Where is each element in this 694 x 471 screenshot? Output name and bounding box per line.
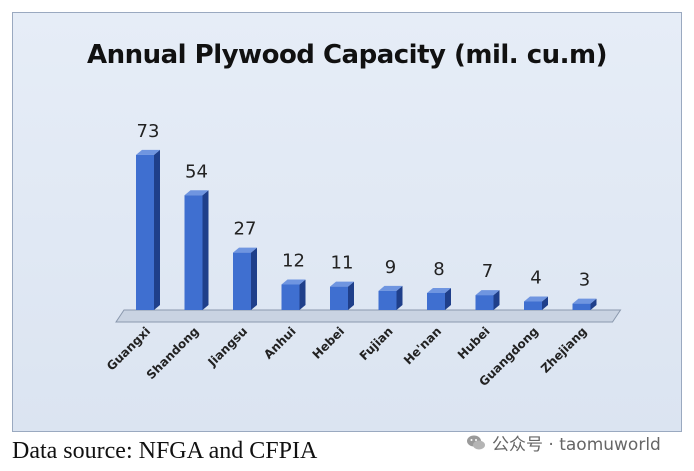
bar-top [281,279,306,285]
bar-side [445,288,451,310]
data-label: 73 [137,121,160,142]
bar-top [184,190,209,196]
bar [233,252,251,310]
bar-top [524,296,548,302]
watermark-text: 公众号 · taomuworld [492,435,661,455]
watermark: 公众号 · taomuworld [466,430,661,455]
data-label: 9 [385,257,396,278]
bar-top [233,247,257,253]
data-label: 27 [234,219,257,240]
data-label: 3 [579,270,590,291]
data-label: 8 [433,259,444,280]
bar [524,301,542,310]
bar-top [378,285,403,291]
bar-top [475,290,500,296]
bar [136,154,154,310]
bar [427,293,445,310]
bar-side [251,247,257,310]
chart-title: Annual Plywood Capacity (mil. cu.m) [86,40,608,70]
bar-side [590,298,597,310]
chart-floor [115,309,622,323]
bar [378,290,397,310]
x-tick-label: Hebei [310,324,347,361]
bar [475,295,494,310]
wechat-icon [466,433,486,453]
x-tick-label: Anhui [261,324,298,361]
bar-side [202,190,209,310]
data-label: 54 [185,161,208,182]
bar-side [154,149,160,310]
x-tick-label: Jiangsu [205,324,251,370]
source-note: Data source: NFGA and CFPIA [12,438,318,464]
bar [184,195,203,310]
bar [330,286,348,310]
x-tick-label: Guangxi [104,324,153,373]
bar-top [136,149,160,155]
data-label: 11 [331,253,354,274]
bar-side [299,279,306,310]
bar [281,284,300,310]
x-tick-label: Fujian [357,324,396,363]
bar-top [572,298,597,304]
x-tick-label: He'nan [401,324,444,367]
bar-side [348,281,354,310]
bar [572,303,591,310]
data-label: 4 [530,268,541,289]
x-tick-label: Shandong [144,324,202,382]
chart-frame [12,12,682,432]
bar-side [396,285,403,310]
data-label: 12 [282,251,305,272]
bar-chart: 73Guangxi54Shandong27Jiangsu12Anhui11Heb… [104,121,622,389]
x-tick-label: Zhejiang [538,324,590,376]
bar-side [542,296,548,310]
bar-side [493,290,500,310]
bar-top [330,281,354,287]
data-label: 7 [482,261,493,282]
bar-top [427,288,451,293]
x-tick-label: Hubei [455,324,493,362]
